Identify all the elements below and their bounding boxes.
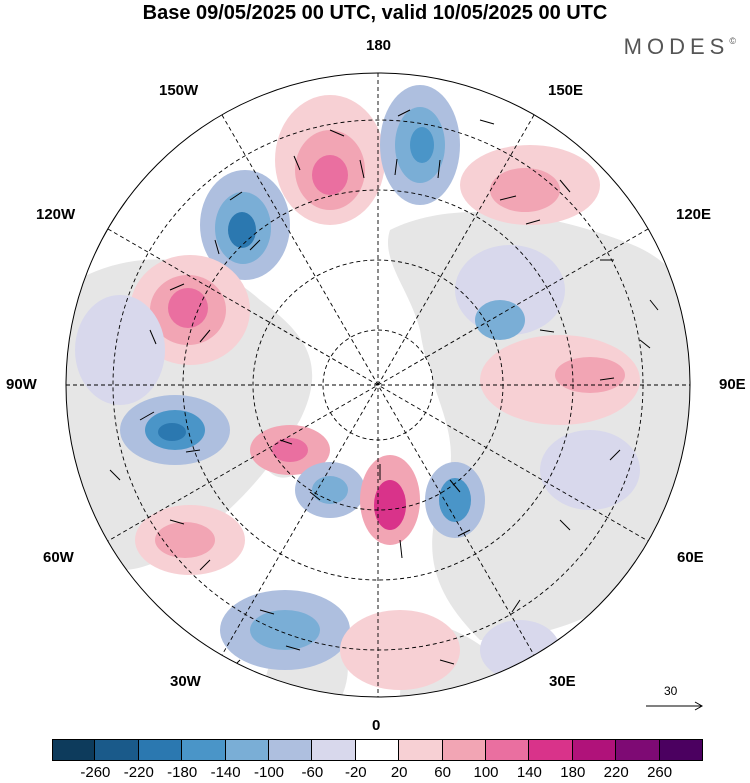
brand-logo: MODES©: [623, 34, 736, 59]
colorbar-tick-label: -140: [210, 764, 241, 781]
colorbar-tick-label: 180: [560, 764, 586, 781]
lon-label-180: 180: [366, 37, 392, 54]
colorbar-swatch: [529, 739, 573, 761]
colorbar-tick-label: -220: [123, 764, 154, 781]
colorbar-tick-label: 100: [473, 764, 499, 781]
colorbar-tick-label: -100: [253, 764, 285, 781]
map-title: Base 09/05/2025 00 UTC, valid 10/05/2025…: [142, 2, 608, 24]
colorbar-tick-label: 20: [390, 764, 408, 781]
colorbar-tick-label: 140: [516, 764, 542, 781]
lon-label-150e: 150E: [548, 82, 584, 99]
colorbar-swatch: [659, 739, 703, 761]
colorbar-swatch: [138, 739, 183, 761]
lon-label-90w: 90W: [6, 376, 37, 393]
colorbar-swatch: [486, 739, 530, 761]
lon-label-60e: 60E: [677, 549, 704, 566]
colorbar-swatch: [616, 739, 660, 761]
colorbar-swatch: [572, 739, 617, 761]
colorbar: [52, 739, 703, 761]
lon-label-0: 0: [372, 717, 381, 734]
colorbar-swatch: [355, 739, 400, 761]
colorbar-swatch: [182, 739, 226, 761]
colorbar-swatch: [95, 739, 139, 761]
vector-reference-value: 30: [664, 684, 678, 698]
colorbar-swatch: [269, 739, 313, 761]
colorbar-tick-label: 220: [603, 764, 629, 781]
lon-label-30w: 30W: [170, 673, 201, 690]
lon-label-150w: 150W: [159, 82, 199, 99]
lon-label-90e: 90E: [719, 376, 746, 393]
graticule: [66, 73, 690, 697]
wind-vectors: [109, 109, 659, 671]
vector-reference: 30: [640, 684, 710, 714]
lon-label-120w: 120W: [36, 206, 76, 223]
colorbar-tick-label: -260: [80, 764, 111, 781]
colorbar-swatch: [442, 739, 486, 761]
colorbar-tick-label: 260: [647, 764, 673, 781]
colorbar-swatch: [312, 739, 356, 761]
lon-label-60w: 60W: [43, 549, 74, 566]
arrow-right-icon: [646, 701, 704, 711]
colorbar-swatch: [399, 739, 443, 761]
colorbar-tick-label: 60: [434, 764, 451, 781]
colorbar-tick-label: -180: [167, 764, 198, 781]
map-border: [65, 72, 691, 698]
lon-label-30e: 30E: [549, 673, 576, 690]
colorbar-tick-label: -20: [344, 764, 367, 781]
lon-label-120e: 120E: [676, 206, 712, 223]
colorbar-swatch: [225, 739, 269, 761]
colorbar-tick-label: -60: [301, 764, 324, 781]
colorbar-swatch: [52, 739, 96, 761]
